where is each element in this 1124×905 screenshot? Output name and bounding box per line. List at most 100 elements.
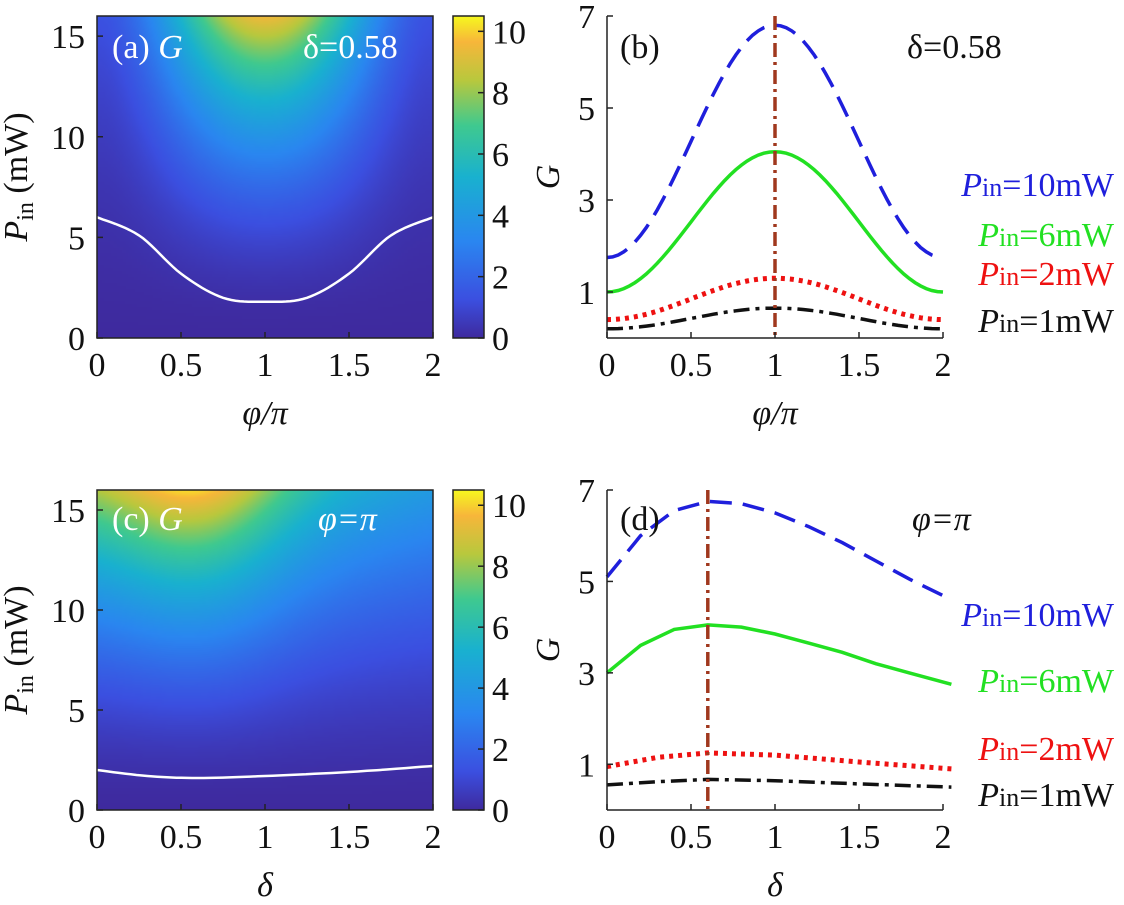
d-y-tick-label-3: 7	[578, 473, 595, 510]
d-x-ticks: 0 0.5 1 1.5 2	[599, 804, 952, 856]
b-panel-label: (b)	[620, 29, 660, 66]
c-y-tick-label-1: 5	[68, 693, 85, 730]
c-cb-tick-label-4: 8	[492, 549, 509, 586]
b-x-axis-label: φ/π	[752, 395, 798, 432]
d-y-axis-label: G	[530, 638, 567, 663]
c-x-axis-label: δ	[257, 867, 274, 904]
b-legend-pin6: Pin=6mW	[977, 217, 1115, 254]
d-x-tick-label-0: 0	[599, 819, 616, 856]
a-cb-tick-label-5: 10	[492, 14, 526, 51]
a-x-ticks: 0 0.5 1 1.5 2	[89, 332, 442, 384]
c-cb-tick-label-3: 6	[492, 610, 509, 647]
a-cb-tick-label-2: 4	[492, 198, 509, 235]
b-y-tick-label-2: 5	[578, 91, 595, 128]
a-x-tick-label-3: 1.5	[328, 347, 371, 384]
d-x-tick-label-4: 2	[935, 819, 952, 856]
d-legend-pin1: Pin=1mW	[977, 777, 1115, 814]
a-annotation: δ=0.58	[303, 29, 398, 66]
c-x-tick-label-3: 1.5	[328, 819, 371, 856]
b-x-tick-label-3: 1.5	[838, 347, 881, 384]
d-legend-pin2: Pin=2mW	[977, 731, 1115, 768]
c-colorbar	[452, 489, 485, 811]
d-legend: Pin=10mW Pin=6mW Pin=2mW Pin=1mW	[960, 597, 1115, 814]
d-y-ticks: 1 3 5 7	[578, 473, 613, 784]
d-x-tick-label-3: 1.5	[838, 819, 881, 856]
b-y-tick-label-1: 3	[578, 183, 595, 220]
c-cb-tick-label-0: 0	[492, 793, 509, 830]
b-legend-pin1: Pin=1mW	[977, 303, 1115, 340]
a-x-tick-label-0: 0	[89, 347, 106, 384]
c-x-tick-label-0: 0	[89, 819, 106, 856]
b-y-tick-label-3: 7	[578, 0, 595, 36]
a-cb-tick-label-0: 0	[492, 321, 509, 358]
panel-d-line-chart: 0 0.5 1 1.5 2 1 3 5 7 (d) φ=π δ G Pin=10mW Pin=…	[530, 473, 1115, 904]
b-legend-pin2: Pin=2mW	[977, 256, 1115, 293]
d-y-tick-label-2: 5	[578, 564, 595, 601]
a-x-axis-label: φ/π	[242, 395, 288, 432]
a-y-tick-label-1: 5	[68, 220, 85, 257]
panel-c-heatmap: 0 0.5 1 1.5 2 0 5 10 15 (c) G φ=π δ Pin (mW) 0 2…	[0, 488, 526, 904]
d-annotation: φ=π	[912, 501, 972, 538]
a-y-tick-label-3: 15	[51, 19, 85, 56]
b-x-tick-label-2: 1	[767, 347, 784, 384]
d-panel-label: (d)	[620, 501, 660, 538]
c-x-tick-label-1: 0.5	[160, 819, 203, 856]
b-y-tick-label-0: 1	[578, 275, 595, 312]
c-panel-label: (c) G	[112, 501, 183, 538]
d-legend-pin6: Pin=6mW	[977, 663, 1115, 700]
a-cb-tick-label-1: 2	[492, 260, 509, 297]
panel-a-heatmap: 0 0.5 1 1.5 2 0 5 10 15 (a) G δ=0.58 φ/π Pin (m…	[0, 14, 526, 432]
d-y-tick-label-1: 3	[578, 656, 595, 693]
c-x-tick-label-2: 1	[257, 819, 274, 856]
d-series-line-pin-6mw	[605, 623, 952, 686]
c-y-axis-label: Pin (mW)	[0, 585, 39, 715]
d-series-line-pin-1mw	[606, 777, 952, 789]
c-x-tick-label-4: 2	[425, 819, 442, 856]
c-y-tick-label-3: 15	[51, 493, 85, 530]
a-cb-tick-label-3: 6	[492, 137, 509, 174]
a-cb-tick-label-4: 8	[492, 76, 509, 113]
b-legend: Pin=10mW Pin=6mW Pin=2mW Pin=1mW	[960, 167, 1115, 340]
c-colorbar-ticks: 0 2 4 6 8 10	[478, 488, 526, 830]
a-contour-line	[96, 216, 434, 304]
d-y-tick-label-0: 1	[578, 747, 595, 784]
d-series-line-pin-10mw	[605, 499, 953, 602]
a-colorbar-ticks: 0 2 4 6 8 10	[478, 14, 526, 358]
d-x-tick-label-2: 1	[767, 819, 784, 856]
b-legend-pin10: Pin=10mW	[960, 167, 1115, 204]
a-panel-label: (a) G	[112, 29, 183, 66]
a-x-tick-label-2: 1	[257, 347, 274, 384]
c-x-ticks: 0 0.5 1 1.5 2	[89, 804, 442, 856]
d-x-axis-label: δ	[767, 867, 784, 904]
b-x-ticks: 0 0.5 1 1.5 2	[599, 332, 952, 384]
a-colorbar	[452, 15, 485, 339]
c-y-ticks: 0 5 10 15	[51, 493, 103, 830]
c-cb-tick-label-1: 2	[492, 732, 509, 769]
b-annotation: δ=0.58	[907, 29, 1002, 66]
a-y-tick-label-2: 10	[51, 120, 85, 157]
b-y-axis-label: G	[530, 165, 567, 190]
c-cb-tick-label-2: 4	[492, 671, 509, 708]
b-x-tick-label-0: 0	[599, 347, 616, 384]
c-annotation: φ=π	[318, 501, 378, 538]
d-series-group	[605, 499, 953, 789]
d-legend-pin10: Pin=10mW	[960, 597, 1115, 634]
a-heatmap-image	[97, 16, 433, 338]
a-x-tick-label-4: 2	[425, 347, 442, 384]
panel-b-line-chart: 0 0.5 1 1.5 2 1 3 5 7 (b) δ=0.58 φ/π G Pin=10mW…	[530, 0, 1115, 432]
a-y-axis-label: Pin (mW)	[0, 112, 39, 242]
d-series-line-pin-2mw	[606, 750, 952, 772]
c-contour-line	[96, 764, 434, 780]
b-x-tick-label-1: 0.5	[670, 347, 713, 384]
c-heatmap-image	[97, 490, 433, 810]
b-series-line-pin-1mw	[606, 306, 944, 331]
a-y-ticks: 0 5 10 15	[51, 19, 103, 358]
a-x-tick-label-1: 0.5	[160, 347, 203, 384]
d-x-tick-label-1: 0.5	[670, 819, 713, 856]
a-y-tick-label-0: 0	[68, 321, 85, 358]
c-y-tick-label-0: 0	[68, 793, 85, 830]
b-y-ticks: 1 3 5 7	[578, 0, 613, 312]
b-x-tick-label-4: 2	[935, 347, 952, 384]
b-series-line-pin-10mw	[606, 23, 944, 260]
